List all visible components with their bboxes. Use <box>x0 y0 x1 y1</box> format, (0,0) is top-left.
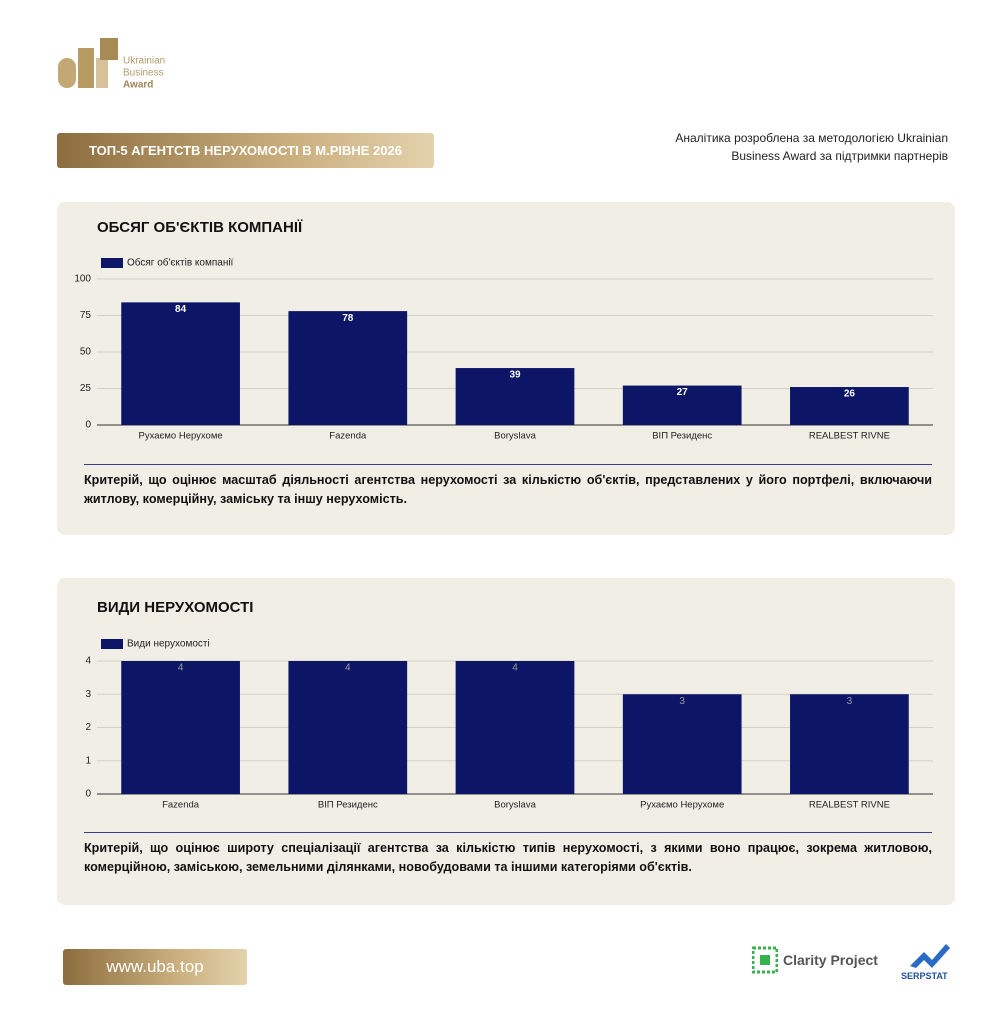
bar <box>622 694 742 794</box>
x-tick-label: Boryslava <box>494 800 536 811</box>
bar <box>790 694 909 794</box>
y-tick-label: 4 <box>85 656 91 667</box>
page-title: ТОП-5 АГЕНТСТВ НЕРУХОМОСТІ В М.РІВНЕ 202… <box>57 133 434 168</box>
clarity-icon <box>752 946 778 974</box>
x-tick-label: REALBEST RIVNE <box>809 431 890 442</box>
legend-label: Види нерухомості <box>127 639 210 650</box>
x-tick-label: Boryslava <box>494 431 536 442</box>
chart-panel: ОБСЯГ ОБ'ЄКТІВ КОМПАНІЇ 0 25 50 75 100 Обсяг … <box>57 202 955 535</box>
value-label: 27 <box>677 387 689 398</box>
bar <box>288 661 408 794</box>
x-tick-label: Рухаємо Нерухоме <box>640 800 724 811</box>
bar <box>455 661 575 794</box>
chart-title: ОБСЯГ ОБ'ЄКТІВ КОМПАНІЇ <box>97 219 303 236</box>
value-label: 26 <box>844 389 856 400</box>
partner: Clarity Project <box>783 952 878 968</box>
logo-text: Award <box>123 80 153 91</box>
bar <box>121 302 240 425</box>
x-tick-label: Fazenda <box>329 431 367 442</box>
y-tick-label: 3 <box>85 689 91 700</box>
description: Критерій, що оцінює масштаб діяльності а… <box>84 464 932 509</box>
logo-text: Ukrainian <box>123 56 165 67</box>
x-tick-label: Fazenda <box>162 800 200 811</box>
logo-text: Business <box>123 68 164 79</box>
legend-swatch <box>101 258 123 268</box>
bar <box>121 661 240 794</box>
y-tick-label: 50 <box>80 347 92 358</box>
x-tick-label: ВІП Резиденс <box>652 431 712 442</box>
chart-panel: ВИДИ НЕРУХОМОСТІ 0 1 2 3 4 Види нерухомості Fa… <box>57 578 955 905</box>
value-label: 4 <box>512 663 518 674</box>
legend-swatch <box>101 639 123 649</box>
chart: 0 1 2 3 4 Види нерухомості Fazenda 4 ВІП Резиден… <box>85 639 933 811</box>
description: Критерій, що оцінює широту спеціалізації… <box>84 832 932 877</box>
legend-label: Обсяг об'єктів компанії <box>127 257 234 269</box>
partner: SERPSTAT <box>901 971 948 981</box>
logo: Ukrainian Business Award <box>58 38 165 91</box>
x-tick-label: Рухаємо Нерухоме <box>139 431 223 442</box>
y-tick-label: 25 <box>80 383 92 394</box>
y-tick-label: 100 <box>74 274 91 285</box>
note: Аналітика розроблена за методологією Ukr… <box>675 131 948 163</box>
y-tick-label: 0 <box>85 789 91 800</box>
value-label: 3 <box>847 696 853 707</box>
x-tick-label: REALBEST RIVNE <box>809 800 890 811</box>
y-tick-label: 2 <box>85 722 91 733</box>
value-label: 4 <box>178 663 184 674</box>
bar <box>455 368 575 425</box>
value-label: 78 <box>342 313 354 324</box>
value-label: 4 <box>345 663 351 674</box>
y-tick-label: 75 <box>80 310 92 321</box>
bar <box>790 387 909 425</box>
x-tick-label: ВІП Резиденс <box>318 800 378 811</box>
value-label: 84 <box>175 304 187 315</box>
serpstat-icon <box>910 944 950 968</box>
value-label: 3 <box>679 696 685 707</box>
y-tick-label: 0 <box>85 420 91 431</box>
url[interactable]: www.uba.top <box>63 949 247 985</box>
y-tick-label: 1 <box>85 755 91 766</box>
value-label: 39 <box>509 370 521 381</box>
bar <box>622 385 742 425</box>
bar <box>288 311 408 425</box>
chart: 0 25 50 75 100 Обсяг об'єктів компанії Рухаємо… <box>74 257 933 442</box>
chart-title: ВИДИ НЕРУХОМОСТІ <box>97 599 254 616</box>
